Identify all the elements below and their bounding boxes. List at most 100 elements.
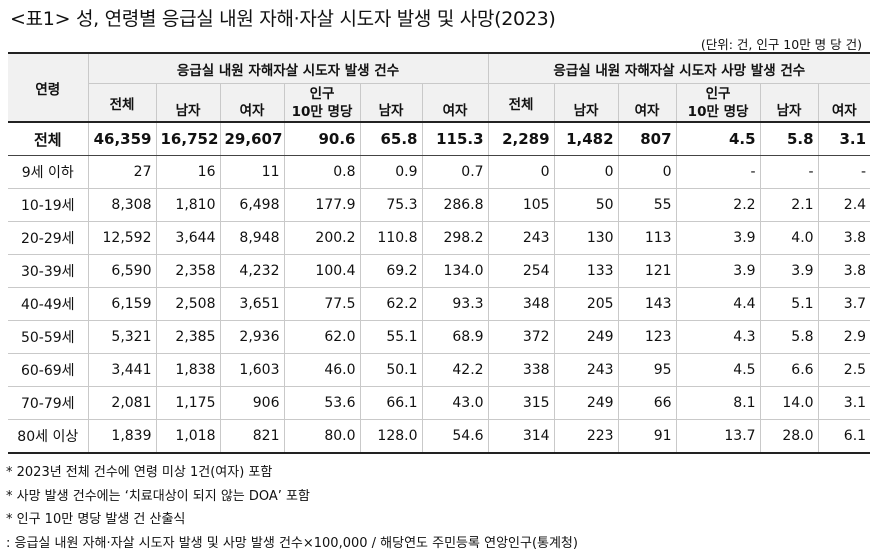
- table-cell: 348: [487, 287, 555, 321]
- table-cell: 2.2: [675, 188, 761, 222]
- attempts-per-pop-male-header: 남자: [359, 83, 423, 123]
- table-cell: 12,592: [87, 221, 157, 255]
- table-cell: 177.9: [283, 188, 361, 222]
- table-cell: 3.1: [817, 121, 871, 156]
- table-cell: 133: [553, 254, 619, 288]
- unit-note: (단위: 건, 인구 10만 명 당 건): [700, 37, 862, 52]
- age-group-label: 50-59세: [8, 320, 89, 354]
- table-cell: 3,441: [87, 353, 157, 387]
- attempts-per-pop-female-header: 여자: [421, 83, 489, 123]
- table-cell: 65.8: [359, 121, 423, 156]
- table-cell: 254: [487, 254, 555, 288]
- table-cell: 115.3: [421, 121, 489, 156]
- per-pop-line2: 10만 명당: [291, 104, 353, 120]
- table-cell: 121: [617, 254, 677, 288]
- footnote: * 사망 발생 건수에는 ‘치료대상이 되지 않는 DOA’ 포함: [6, 488, 310, 504]
- table-cell: 0: [617, 155, 677, 189]
- table-cell: 93.3: [421, 287, 489, 321]
- age-column-header: 연령: [8, 52, 89, 123]
- table-cell: 42.2: [421, 353, 489, 387]
- table-cell: 1,838: [155, 353, 221, 387]
- table-row: 40-49세 6,159 2,508 3,651 77.5 62.2 93.3 348 205 1…: [8, 287, 871, 321]
- table-cell: 13.7: [675, 419, 761, 454]
- table-cell: 29,607: [219, 121, 285, 156]
- table-cell: 223: [553, 419, 619, 454]
- footnotes: * 2023년 전체 건수에 연령 미상 1건(여자) 포함 * 사망 발생 건…: [6, 461, 578, 555]
- table-cell: 4.5: [675, 121, 761, 156]
- table-cell: 27: [87, 155, 157, 189]
- footnote: * 2023년 전체 건수에 연령 미상 1건(여자) 포함: [6, 465, 273, 480]
- table-cell: 11: [219, 155, 285, 189]
- table-cell: 906: [219, 386, 285, 420]
- table-cell: 3.9: [759, 254, 819, 288]
- table-cell: 286.8: [421, 188, 489, 222]
- deaths-per-pop-male-header: 남자: [759, 83, 819, 123]
- table-cell: 5.8: [759, 121, 819, 156]
- table-cell: 134.0: [421, 254, 489, 288]
- table-cell: 68.9: [421, 320, 489, 354]
- table-cell: 91: [617, 419, 677, 454]
- table-cell: 0.7: [421, 155, 489, 189]
- table-cell: 298.2: [421, 221, 489, 255]
- table-cell: 2.5: [817, 353, 871, 387]
- table-cell: -: [675, 155, 761, 189]
- age-group-label: 10-19세: [8, 188, 89, 222]
- table-cell: 4,232: [219, 254, 285, 288]
- table-cell: 53.6: [283, 386, 361, 420]
- table-cell: 5.1: [759, 287, 819, 321]
- table-cell: 5,321: [87, 320, 157, 354]
- table-cell: 3.8: [817, 254, 871, 288]
- table-row: 70-79세 2,081 1,175 906 53.6 66.1 43.0 315 249 66 8…: [8, 386, 871, 420]
- table-row: 20-29세 12,592 3,644 8,948 200.2 110.8 298.2 243…: [8, 221, 871, 255]
- table-cell: 130: [553, 221, 619, 255]
- table-cell: 2,358: [155, 254, 221, 288]
- age-group-label: 60-69세: [8, 353, 89, 387]
- deaths-female-header: 여자: [617, 83, 677, 123]
- table-cell: 2.4: [817, 188, 871, 222]
- table-cell: 3.1: [817, 386, 871, 420]
- table-cell: 3.8: [817, 221, 871, 255]
- age-group-label: 40-49세: [8, 287, 89, 321]
- table-cell: 4.4: [675, 287, 761, 321]
- table-cell: 8,308: [87, 188, 157, 222]
- table-cell: 314: [487, 419, 555, 454]
- table-cell: 200.2: [283, 221, 361, 255]
- table-cell: 54.6: [421, 419, 489, 454]
- table-cell: 66.1: [359, 386, 423, 420]
- table-cell: 110.8: [359, 221, 423, 255]
- table-cell: 62.2: [359, 287, 423, 321]
- table-cell: 6.1: [817, 419, 871, 454]
- table-cell: 249: [553, 386, 619, 420]
- table-cell: 50: [553, 188, 619, 222]
- deaths-group-header: 응급실 내원 자해자살 시도자 사망 발생 건수: [487, 52, 871, 84]
- table-cell: 128.0: [359, 419, 423, 454]
- age-group-label: 70-79세: [8, 386, 89, 420]
- table-cell: 123: [617, 320, 677, 354]
- attempts-total-header: 전체: [88, 83, 157, 123]
- table-cell: 55.1: [359, 320, 423, 354]
- table-cell: 6.6: [759, 353, 819, 387]
- table-row: 60-69세 3,441 1,838 1,603 46.0 50.1 42.2 338 243 9…: [8, 353, 871, 387]
- table-cell: 55: [617, 188, 677, 222]
- table-cell: 1,839: [87, 419, 157, 454]
- table-cell: 28.0: [759, 419, 819, 454]
- table-cell: 46,359: [87, 121, 157, 156]
- attempts-group-header: 응급실 내원 자해자살 시도자 발생 건수: [87, 52, 489, 84]
- table-cell: 1,810: [155, 188, 221, 222]
- table-cell: 4.3: [675, 320, 761, 354]
- table-cell: 2,936: [219, 320, 285, 354]
- table-cell: 77.5: [283, 287, 361, 321]
- table-row: 10-19세 8,308 1,810 6,498 177.9 75.3 286.8 105 50…: [8, 188, 871, 222]
- table-body: 전체 46,359 16,752 29,607 90.6 65.8 115.3 2,289 1,…: [8, 121, 871, 454]
- table-cell: 0.9: [359, 155, 423, 189]
- table-row: 9세 이하 27 16 11 0.8 0.9 0.7 0 0 0- - -: [8, 155, 871, 189]
- table-cell: 1,018: [155, 419, 221, 454]
- table-cell: 2,081: [87, 386, 157, 420]
- table-cell: 6,498: [219, 188, 285, 222]
- table-row: 50-59세 5,321 2,385 2,936 62.0 55.1 68.9 372 249 1…: [8, 320, 871, 354]
- table-cell: 2,385: [155, 320, 221, 354]
- table-cell: 5.8: [759, 320, 819, 354]
- table-cell: 6,159: [87, 287, 157, 321]
- table-cell: 3.7: [817, 287, 871, 321]
- footnote: : 응급실 내원 자해·자살 시도자 발생 및 사망 발생 건수×100,000…: [6, 535, 578, 551]
